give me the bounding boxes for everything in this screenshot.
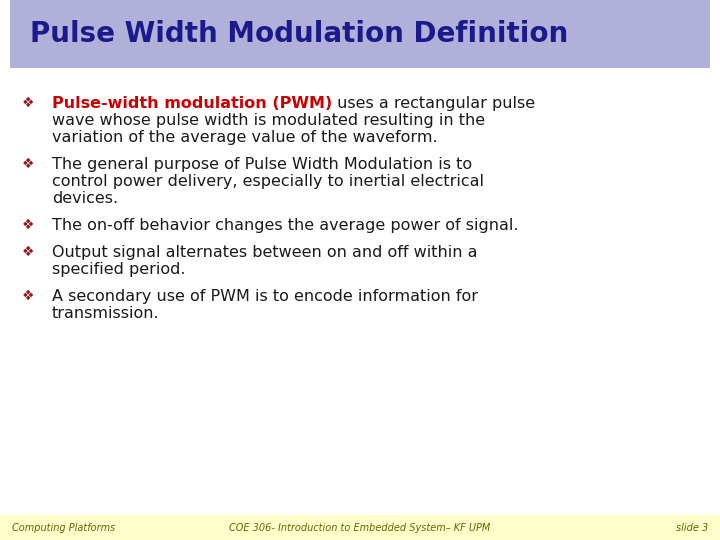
Text: wave whose pulse width is modulated resulting in the: wave whose pulse width is modulated resu… bbox=[52, 113, 485, 128]
Text: transmission.: transmission. bbox=[52, 306, 160, 321]
Text: ❖: ❖ bbox=[22, 96, 35, 110]
Text: variation of the average value of the waveform.: variation of the average value of the wa… bbox=[52, 130, 438, 145]
Text: ❖: ❖ bbox=[22, 289, 35, 303]
Text: ❖: ❖ bbox=[22, 157, 35, 171]
Text: A secondary use of PWM is to encode information for: A secondary use of PWM is to encode info… bbox=[52, 289, 478, 304]
Bar bbox=[0, 515, 720, 540]
Text: Computing Platforms: Computing Platforms bbox=[12, 523, 115, 533]
Bar bbox=[10, 0, 710, 68]
Text: uses a rectangular pulse: uses a rectangular pulse bbox=[332, 96, 536, 111]
Text: The on-off behavior changes the average power of signal.: The on-off behavior changes the average … bbox=[52, 218, 518, 233]
Text: ❖: ❖ bbox=[22, 245, 35, 259]
Text: Pulse Width Modulation Definition: Pulse Width Modulation Definition bbox=[30, 20, 568, 48]
Text: Output signal alternates between on and off within a: Output signal alternates between on and … bbox=[52, 245, 477, 260]
Text: ❖: ❖ bbox=[22, 218, 35, 232]
Text: devices.: devices. bbox=[52, 191, 118, 206]
Text: COE 306- Introduction to Embedded System– KF UPM: COE 306- Introduction to Embedded System… bbox=[230, 523, 490, 533]
Text: slide 3: slide 3 bbox=[676, 523, 708, 533]
Text: control power delivery, especially to inertial electrical: control power delivery, especially to in… bbox=[52, 174, 484, 189]
Text: specified period.: specified period. bbox=[52, 262, 186, 277]
Text: The general purpose of Pulse Width Modulation is to: The general purpose of Pulse Width Modul… bbox=[52, 157, 472, 172]
Text: Pulse-width modulation (PWM): Pulse-width modulation (PWM) bbox=[52, 96, 332, 111]
